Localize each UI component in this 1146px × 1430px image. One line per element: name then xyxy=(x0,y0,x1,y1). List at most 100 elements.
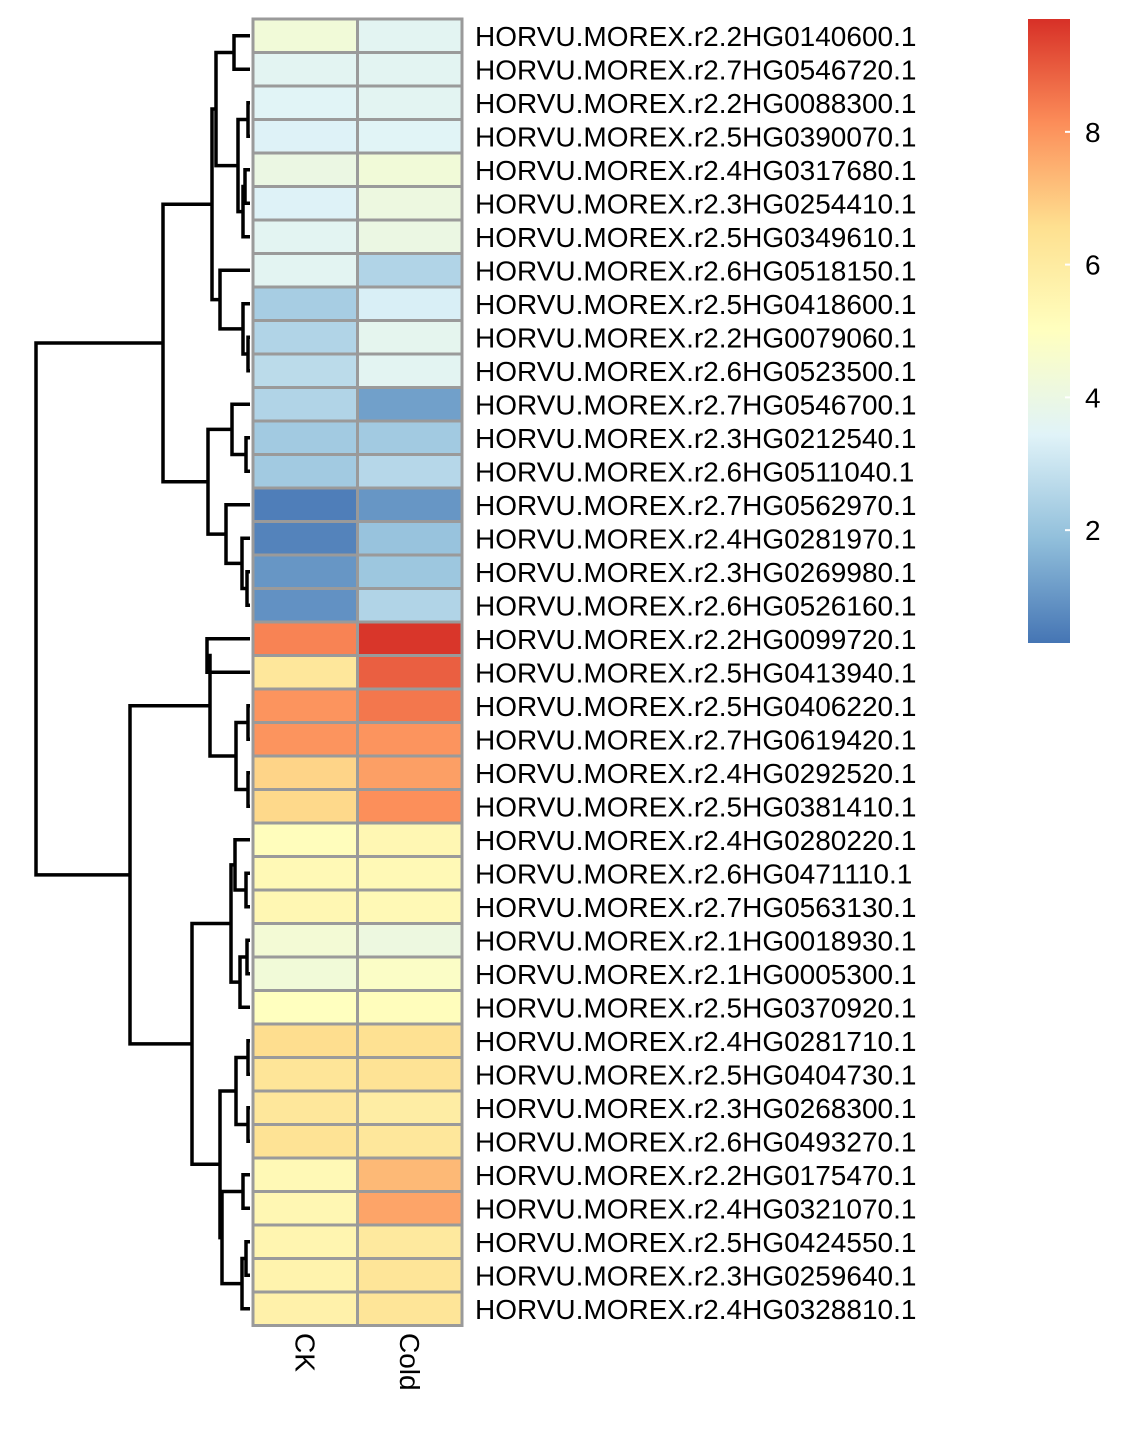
row-label: HORVU.MOREX.r2.4HG0321070.1 xyxy=(475,1193,916,1224)
heatmap-cell xyxy=(251,84,359,121)
heatmap-cell xyxy=(356,721,464,758)
colorbar-tick-label: 8 xyxy=(1085,117,1101,148)
dendrogram-branch xyxy=(241,1173,250,1210)
heatmap-cell xyxy=(251,654,359,691)
heatmap-cell xyxy=(356,486,464,523)
heatmap-cell xyxy=(251,520,359,557)
row-label: HORVU.MOREX.r2.4HG0280220.1 xyxy=(475,825,916,856)
heatmap-cell xyxy=(356,84,464,121)
row-label: HORVU.MOREX.r2.6HG0511040.1 xyxy=(475,456,914,487)
dendrogram-branch xyxy=(246,771,250,808)
heatmap-cell xyxy=(356,1290,464,1327)
heatmap-cell xyxy=(251,754,359,791)
row-label: HORVU.MOREX.r2.4HG0292520.1 xyxy=(475,758,916,789)
row-label: HORVU.MOREX.r2.5HG0424550.1 xyxy=(475,1227,916,1258)
heatmap-cell xyxy=(356,1223,464,1260)
row-label: HORVU.MOREX.r2.1HG0018930.1 xyxy=(475,925,916,956)
heatmap-cell xyxy=(356,1089,464,1126)
dendrogram-branch xyxy=(244,871,250,909)
heatmap-cell xyxy=(251,352,359,389)
heatmap-cell xyxy=(251,587,359,624)
heatmap-cell xyxy=(356,754,464,791)
dendrogram-branch xyxy=(34,341,163,877)
row-label: HORVU.MOREX.r2.3HG0269980.1 xyxy=(475,557,916,588)
row-label: HORVU.MOREX.r2.4HG0281970.1 xyxy=(475,523,916,554)
row-label: HORVU.MOREX.r2.7HG0563130.1 xyxy=(475,892,916,923)
heatmap-cell xyxy=(251,687,359,724)
column-labels: CK Cold xyxy=(289,1333,425,1391)
dendrogram-branch xyxy=(128,704,210,1046)
row-label: HORVU.MOREX.r2.7HG0546720.1 xyxy=(475,54,916,85)
dendrogram-branch xyxy=(190,921,231,1167)
row-label: HORVU.MOREX.r2.2HG0079060.1 xyxy=(475,322,916,353)
heatmap-cell xyxy=(251,888,359,925)
heatmap-cell xyxy=(251,486,359,523)
row-labels: HORVU.MOREX.r2.2HG0140600.1HORVU.MOREX.r… xyxy=(475,21,916,1325)
heatmap-cell xyxy=(251,1290,359,1327)
row-label: HORVU.MOREX.r2.4HG0328810.1 xyxy=(475,1294,916,1325)
heatmap-cell xyxy=(251,922,359,959)
heatmap-cell xyxy=(251,1022,359,1059)
heatmap-cell xyxy=(356,821,464,858)
row-label: HORVU.MOREX.r2.7HG0562970.1 xyxy=(475,490,916,521)
heatmap-cell xyxy=(251,17,359,54)
heatmap-cell xyxy=(356,352,464,389)
heatmap-cell xyxy=(251,1123,359,1160)
row-dendrogram xyxy=(34,34,250,1311)
row-label: HORVU.MOREX.r2.6HG0523500.1 xyxy=(475,356,916,387)
heatmap-cell xyxy=(251,553,359,590)
heatmap-cell xyxy=(251,386,359,423)
colorbar xyxy=(1028,19,1070,643)
row-label: HORVU.MOREX.r2.6HG0471110.1 xyxy=(475,858,912,889)
dendrogram-branch xyxy=(232,34,250,71)
heatmap-cell xyxy=(251,185,359,222)
heatmap-cell xyxy=(251,989,359,1026)
heatmap-cell xyxy=(251,218,359,255)
heatmap-cell xyxy=(251,955,359,992)
dendrogram-branch xyxy=(246,335,250,373)
heatmap-cell xyxy=(356,252,464,289)
heatmap-cell xyxy=(251,285,359,322)
heatmap-cell xyxy=(251,419,359,456)
row-label: HORVU.MOREX.r2.5HG0418600.1 xyxy=(475,289,916,320)
row-label: HORVU.MOREX.r2.2HG0175470.1 xyxy=(475,1160,916,1191)
dendrogram-branch xyxy=(205,637,250,674)
row-label: HORVU.MOREX.r2.7HG0619420.1 xyxy=(475,724,916,755)
dendrogram-branch xyxy=(206,427,232,536)
dendrogram-branch xyxy=(224,503,250,566)
row-label: HORVU.MOREX.r2.7HG0546700.1 xyxy=(475,389,916,420)
heatmap-cells xyxy=(251,17,464,1327)
heatmap-cell xyxy=(251,453,359,490)
row-label: HORVU.MOREX.r2.2HG0088300.1 xyxy=(475,88,916,119)
heatmap-cell xyxy=(251,1089,359,1126)
row-label: HORVU.MOREX.r2.6HG0493270.1 xyxy=(475,1126,916,1157)
dendrogram-branch xyxy=(246,1039,250,1076)
dendrogram-branch xyxy=(245,938,250,976)
column-label: CK xyxy=(289,1333,320,1372)
dendrogram-branch xyxy=(244,1240,250,1277)
heatmap-cell xyxy=(356,620,464,657)
heatmap-cell xyxy=(356,218,464,255)
row-label: HORVU.MOREX.r2.3HG0254410.1 xyxy=(475,188,916,219)
row-label: HORVU.MOREX.r2.5HG0404730.1 xyxy=(475,1059,916,1090)
dendrogram-branch xyxy=(246,101,250,138)
heatmap-cell xyxy=(356,687,464,724)
dendrogram-branch xyxy=(220,1189,243,1286)
heatmap-cell xyxy=(356,587,464,624)
row-label: HORVU.MOREX.r2.1HG0005300.1 xyxy=(475,959,916,990)
heatmap-cell xyxy=(356,1022,464,1059)
heatmap-cell xyxy=(356,419,464,456)
row-label: HORVU.MOREX.r2.6HG0518150.1 xyxy=(475,255,916,286)
row-label: HORVU.MOREX.r2.3HG0268300.1 xyxy=(475,1093,916,1124)
dendrogram-branch xyxy=(234,1055,248,1127)
dendrogram-branch xyxy=(245,570,250,607)
heatmap-cell xyxy=(356,520,464,557)
heatmap-cell xyxy=(356,151,464,188)
heatmap-cell xyxy=(356,1123,464,1160)
heatmap-cell xyxy=(356,285,464,322)
dendrogram-branch xyxy=(246,1106,250,1143)
heatmap-cell xyxy=(251,1223,359,1260)
heatmap-cell xyxy=(251,1190,359,1227)
row-label: HORVU.MOREX.r2.5HG0413940.1 xyxy=(475,657,916,688)
